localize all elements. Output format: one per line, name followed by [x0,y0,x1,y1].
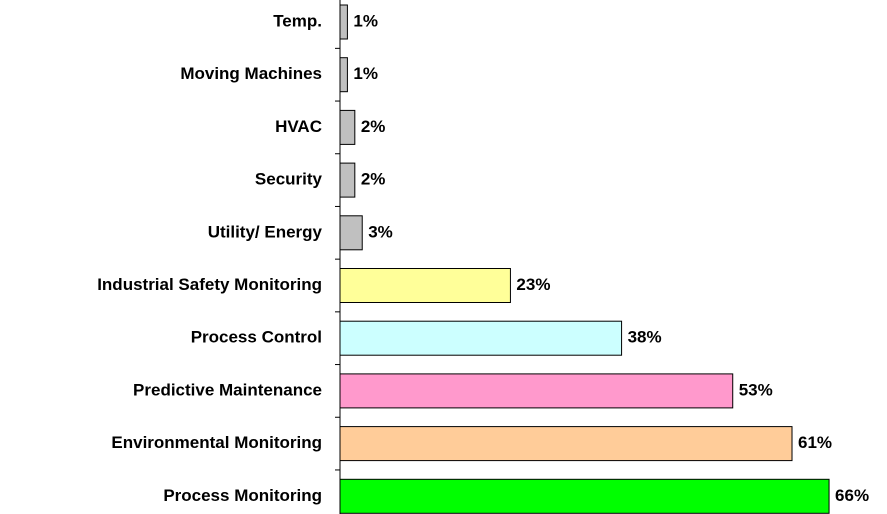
category-label: HVAC [275,117,322,136]
category-label: Environmental Monitoring [111,433,322,452]
value-label: 53% [739,380,773,399]
value-label: 1% [353,64,378,83]
bar [339,109,356,145]
bar [339,162,356,198]
value-label: 2% [361,117,386,136]
bar [339,57,348,93]
value-label: 38% [628,328,662,347]
category-label: Temp. [273,11,322,30]
bar [339,4,348,40]
value-label: 66% [835,486,869,505]
bar [339,268,511,303]
value-label: 2% [361,170,386,189]
value-label: 1% [353,11,378,30]
category-label: Process Control [191,328,322,347]
category-label: Predictive Maintenance [133,380,322,399]
category-label: Process Monitoring [163,486,322,505]
bar [339,373,734,409]
category-label: Industrial Safety Monitoring [97,275,322,294]
bar [339,478,830,514]
category-label: Moving Machines [180,64,322,83]
bar [339,215,363,251]
value-label: 23% [516,275,550,294]
bar [339,426,793,462]
category-label: Utility/ Energy [208,222,323,241]
value-label: 61% [798,433,832,452]
value-label: 3% [368,222,393,241]
category-label: Security [255,170,323,189]
bar [339,320,623,356]
